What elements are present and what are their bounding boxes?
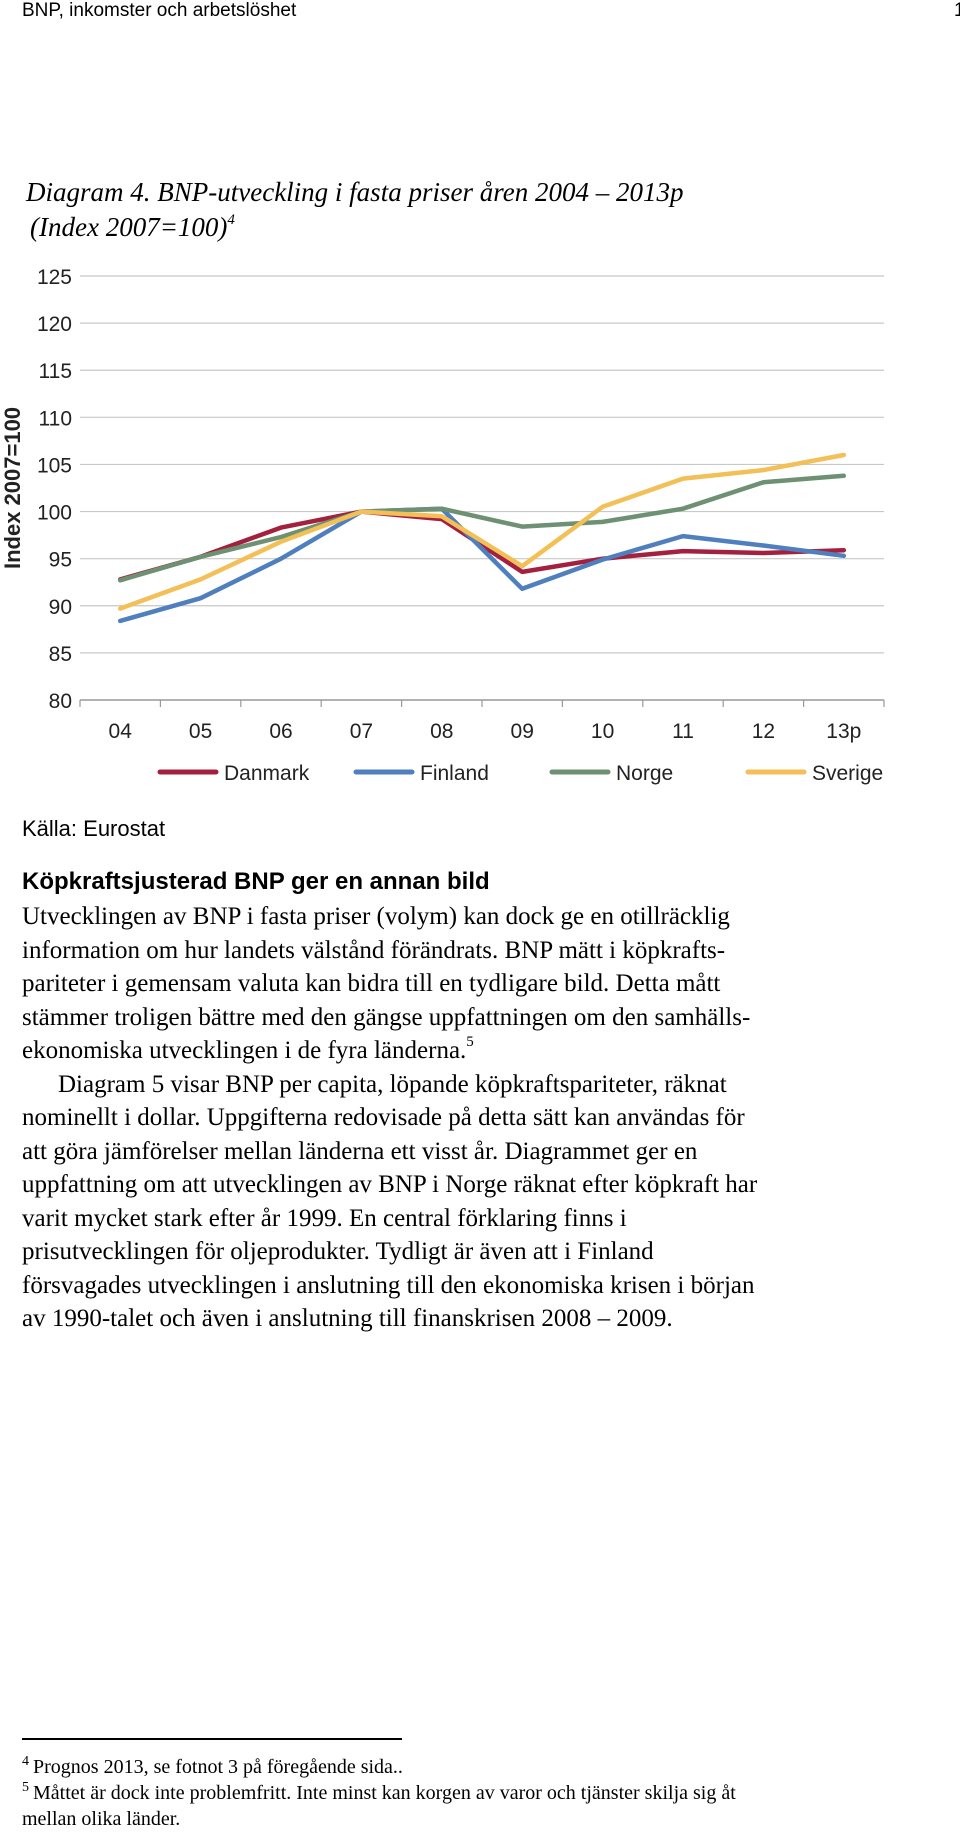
y-tick-label: 125 bbox=[37, 266, 72, 289]
x-tick-label: 04 bbox=[109, 720, 133, 743]
footnote-5-continued: mellan olika länder. bbox=[22, 1808, 181, 1830]
legend-entry: Sverige bbox=[812, 762, 883, 785]
legend-entry: Norge bbox=[616, 762, 673, 785]
text-line: uppfattning om att utvecklingen av BNP i… bbox=[22, 1171, 758, 1198]
chart-grid bbox=[79, 275, 885, 707]
x-tick-label: 06 bbox=[269, 720, 292, 743]
x-tick-label: 09 bbox=[511, 720, 534, 743]
y-tick-label: 80 bbox=[49, 690, 72, 713]
y-tick-label: 90 bbox=[49, 596, 72, 619]
x-tick-label: 05 bbox=[189, 720, 212, 743]
text-line: stämmer troligen bättre med den gängse u… bbox=[22, 1003, 751, 1031]
y-tick-label: 115 bbox=[39, 360, 72, 383]
caption-footnote-ref: 4 bbox=[227, 212, 235, 228]
text-line: information om hur landets välstånd förä… bbox=[22, 936, 726, 964]
body-text: Utvecklingen av BNP i fasta priser (voly… bbox=[22, 900, 942, 1336]
text-line: varit mycket stark efter år 1999. En cen… bbox=[22, 1204, 627, 1232]
x-tick-label: 08 bbox=[430, 720, 453, 743]
text-line: Diagram 5 visar BNP per capita, löpande … bbox=[58, 1070, 727, 1098]
y-tick-label: 100 bbox=[37, 502, 72, 525]
text-line: försvagades utvecklingen i anslutning ti… bbox=[22, 1271, 755, 1299]
caption-line-2: (Index 2007=100)4 bbox=[30, 212, 235, 242]
text-line: att göra jämförelser mellan länderna ett… bbox=[22, 1137, 698, 1165]
x-axis-ticks: 04 05 06 07 08 09 10 11 12 13p bbox=[109, 720, 862, 743]
chart-source: Källa: Eurostat bbox=[22, 816, 166, 841]
page-number: 17 bbox=[954, 0, 960, 21]
footnote-ref: 5 bbox=[466, 1034, 474, 1050]
footnote-5: 5 Måttet är dock inte problemfritt. Inte … bbox=[22, 1780, 736, 1805]
text-line: pariteter i gemensam valuta kan bidra ti… bbox=[22, 970, 721, 997]
running-title: BNP, inkomster och arbetslöshet bbox=[22, 0, 297, 21]
series-line-finland bbox=[117, 506, 847, 624]
series-line-norge bbox=[117, 473, 847, 583]
text-line: Utvecklingen av BNP i fasta priser (voly… bbox=[22, 903, 730, 930]
legend-entry: Finland bbox=[420, 762, 489, 785]
diagram-caption: Diagram 4. BNP-utveckling i fasta priser… bbox=[26, 175, 683, 245]
footnotes: 4 Prognos 2013, se fotnot 3 på föregående… bbox=[22, 1754, 942, 1832]
y-tick-label: 105 bbox=[37, 454, 72, 477]
chart-series bbox=[117, 452, 847, 624]
x-tick-label: 07 bbox=[350, 720, 373, 743]
gdp-line-chart: 80 85 90 95 100 105 110 115 120 125 04 05 06 07 08 09 1… bbox=[0, 266, 885, 785]
x-tick-label: 10 bbox=[591, 720, 614, 743]
section-heading: Köpkraftsjusterad BNP ger en annan bild bbox=[22, 868, 490, 895]
page-header: BNP, inkomster och arbetslöshet 17 bbox=[22, 0, 960, 30]
footnote-divider bbox=[22, 1738, 402, 1740]
y-tick-label: 110 bbox=[39, 407, 72, 430]
y-tick-label: 95 bbox=[49, 549, 72, 572]
series-line-sverige bbox=[117, 452, 847, 611]
text-line: nominellt i dollar. Uppgifterna redovisa… bbox=[22, 1104, 745, 1131]
x-tick-label: 13p bbox=[826, 720, 861, 743]
paragraph-1: Utvecklingen av BNP i fasta priser (voly… bbox=[22, 900, 942, 1068]
paragraph-2: Diagram 5 visar BNP per capita, löpande … bbox=[22, 1068, 942, 1336]
chart-legend: Danmark Finland Norge Sverige bbox=[157, 762, 883, 785]
x-tick-label: 12 bbox=[752, 720, 775, 743]
text-line: ekonomiska utvecklingen i de fyra länder… bbox=[22, 1034, 474, 1065]
x-tick-label: 11 bbox=[672, 720, 694, 743]
legend-entry: Danmark bbox=[224, 762, 310, 785]
footnote-4: 4 Prognos 2013, se fotnot 3 på föregående… bbox=[22, 1754, 403, 1779]
y-axis-ticks: 80 85 90 95 100 105 110 115 120 125 bbox=[37, 266, 72, 713]
y-axis-label: Index 2007=100 bbox=[0, 407, 25, 569]
caption-line-1: Diagram 4. BNP-utveckling i fasta priser… bbox=[26, 177, 684, 207]
text-line: av 1990-talet och även i anslutning till… bbox=[22, 1305, 673, 1332]
text-line: prisutvecklingen för oljeprodukter. Tydl… bbox=[22, 1238, 654, 1265]
y-tick-label: 85 bbox=[49, 643, 72, 666]
y-tick-label: 120 bbox=[37, 313, 72, 336]
series-line-danmark bbox=[117, 509, 847, 582]
